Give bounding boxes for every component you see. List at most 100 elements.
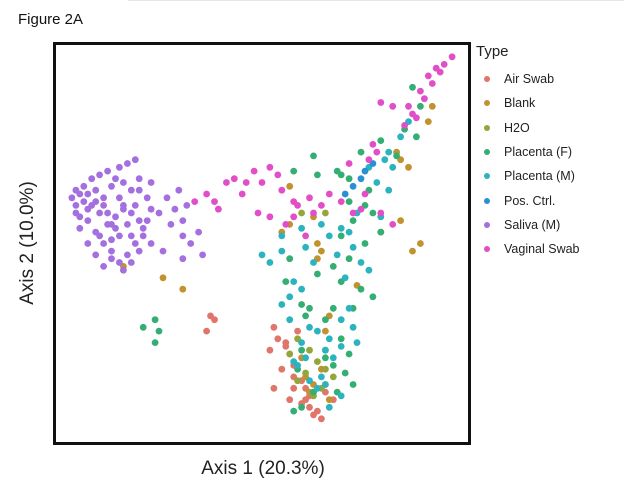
point-placenta-f-4 [393, 152, 400, 160]
legend-label-pos-ctrl: Pos. Ctrl. [504, 193, 556, 208]
point-vaginal-swab-16 [365, 156, 373, 164]
point-vaginal-swab-47 [389, 221, 397, 228]
point-placenta-f-43 [290, 407, 298, 415]
point-h2o-3 [314, 358, 321, 365]
point-placenta-f-26 [286, 255, 294, 263]
point-blank-26 [159, 274, 167, 282]
point-vaginal-swab-44 [349, 209, 357, 217]
point-saliva-m-8 [96, 209, 103, 217]
point-placenta-f-6 [357, 148, 365, 156]
point-saliva-m-50 [100, 194, 107, 202]
point-vaginal-swab-36 [254, 209, 262, 217]
point-placenta-f-38 [341, 369, 349, 377]
point-air-swab-22 [290, 384, 298, 392]
legend-marker-vaginal-swab [484, 246, 490, 253]
point-vaginal-swab-10 [401, 122, 408, 129]
point-placenta-m-38 [325, 403, 333, 411]
point-vaginal-swab-4 [424, 72, 432, 80]
point-saliva-m-3 [108, 182, 115, 190]
point-placenta-f-31 [329, 304, 337, 312]
point-saliva-m-37 [112, 175, 119, 183]
point-vaginal-swab-40 [302, 232, 309, 240]
figure-label: Figure 2A [18, 11, 84, 28]
point-air-swab-2 [211, 316, 218, 324]
legend-marker-placenta-f [484, 149, 490, 156]
point-placenta-m-6 [373, 179, 381, 186]
point-air-swab-1 [203, 327, 211, 335]
point-placenta-f-12 [314, 171, 321, 179]
point-vaginal-swab-8 [405, 102, 412, 110]
point-saliva-m-18 [124, 221, 131, 228]
legend-title: Type [476, 43, 509, 60]
point-placenta-m-22 [325, 335, 333, 343]
point-placenta-f-36 [329, 362, 337, 369]
point-placenta-m-21 [314, 327, 321, 335]
point-saliva-m-13 [84, 217, 92, 225]
point-saliva-m-71 [199, 251, 207, 259]
point-saliva-m-29 [84, 240, 92, 247]
point-placenta-m-26 [337, 316, 345, 324]
point-placenta-m-9 [337, 224, 345, 232]
point-placenta-m-29 [353, 339, 361, 346]
legend-label-h2o: H2O [504, 120, 530, 135]
point-saliva-m-40 [135, 186, 143, 194]
point-saliva-m-44 [139, 224, 147, 232]
point-vaginal-swab-28 [242, 179, 250, 186]
point-placenta-m-12 [298, 224, 305, 232]
point-placenta-m-37 [337, 392, 345, 400]
point-h2o-0 [298, 209, 305, 217]
point-placenta-m-46 [278, 247, 286, 255]
point-vaginal-swab-41 [310, 209, 317, 217]
point-saliva-m-75 [127, 232, 135, 240]
point-placenta-m-14 [278, 232, 286, 240]
point-placenta-m-3 [381, 156, 389, 164]
point-placenta-f-24 [302, 312, 309, 320]
point-saliva-m-1 [92, 186, 100, 194]
point-h2o-1 [322, 209, 329, 217]
point-placenta-f-48 [151, 339, 159, 346]
point-placenta-m-40 [357, 259, 365, 266]
point-placenta-m-49 [286, 316, 294, 324]
legend-label-air-swab: Air Swab [504, 72, 555, 87]
point-placenta-m-25 [329, 354, 337, 362]
point-vaginal-swab-42 [318, 202, 325, 209]
point-saliva-m-32 [68, 194, 76, 202]
legend-item-blank: Blank [476, 91, 580, 115]
point-saliva-m-38 [120, 179, 127, 186]
point-saliva-m-10 [80, 198, 88, 206]
point-blank-1 [424, 118, 432, 125]
point-h2o-10 [286, 350, 294, 358]
point-vaginal-swab-0 [448, 53, 456, 61]
point-vaginal-swab-13 [389, 102, 397, 110]
point-h2o-5 [294, 377, 301, 385]
point-vaginal-swab-7 [421, 95, 428, 103]
point-saliva-m-22 [139, 232, 147, 240]
point-pos-ctrl-1 [357, 175, 365, 183]
top-divider-line [128, 0, 624, 1]
point-vaginal-swab-23 [278, 186, 286, 194]
point-saliva-m-51 [92, 198, 100, 206]
point-air-swab-3 [270, 323, 278, 331]
point-air-swab-7 [294, 327, 301, 335]
point-vaginal-swab-38 [282, 221, 290, 228]
point-placenta-f-23 [298, 301, 305, 308]
point-blank-23 [325, 396, 333, 404]
point-blank-13 [397, 217, 404, 225]
point-placenta-f-19 [361, 240, 369, 247]
point-placenta-m-10 [318, 221, 325, 228]
point-h2o-7 [329, 373, 337, 381]
point-saliva-m-67 [163, 194, 171, 202]
point-saliva-m-72 [179, 255, 187, 263]
point-placenta-m-17 [298, 285, 305, 293]
point-placenta-f-18 [337, 232, 345, 240]
point-saliva-m-19 [127, 209, 135, 217]
point-blank-16 [322, 327, 329, 335]
point-saliva-m-16 [108, 247, 115, 255]
point-placenta-f-46 [151, 316, 159, 324]
legend-label-saliva-m: Saliva (M) [504, 217, 561, 232]
point-placenta-f-47 [155, 327, 163, 335]
point-saliva-m-21 [135, 217, 143, 225]
point-vaginal-swab-5 [428, 80, 436, 87]
legend-label-blank: Blank [504, 96, 536, 111]
point-saliva-m-57 [124, 160, 131, 167]
